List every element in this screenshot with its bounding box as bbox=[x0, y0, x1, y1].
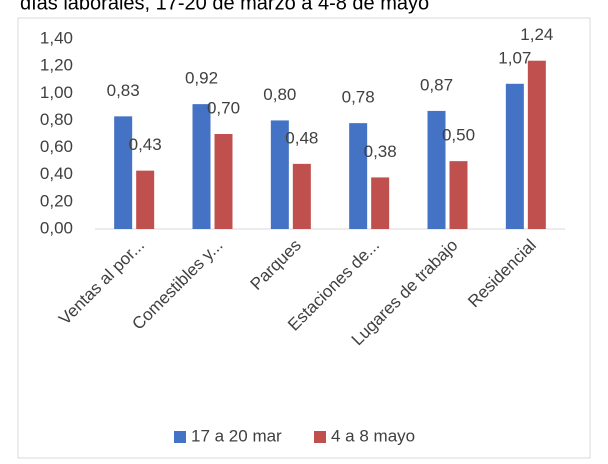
bar bbox=[371, 177, 390, 229]
value-label: 0,87 bbox=[420, 75, 453, 94]
legend-swatch bbox=[174, 431, 186, 443]
bar bbox=[214, 134, 233, 229]
legend-swatch bbox=[314, 431, 326, 443]
bar bbox=[114, 116, 133, 229]
value-label: 1,07 bbox=[498, 48, 531, 67]
y-tick-label: 0,00 bbox=[40, 218, 73, 237]
legend-label: 17 a 20 mar bbox=[191, 426, 282, 445]
y-tick-label: 0,20 bbox=[40, 191, 73, 210]
bar bbox=[449, 161, 468, 229]
bar bbox=[349, 123, 368, 229]
y-tick-label: 0,40 bbox=[40, 164, 73, 183]
value-label: 0,48 bbox=[285, 128, 318, 147]
value-label: 0,50 bbox=[442, 126, 475, 145]
bar bbox=[136, 170, 155, 229]
bar bbox=[527, 60, 546, 229]
bar bbox=[505, 83, 524, 230]
y-tick-label: 1,00 bbox=[40, 83, 73, 102]
y-tick-label: 1,20 bbox=[40, 56, 73, 75]
value-label: 0,80 bbox=[263, 85, 296, 104]
y-tick-label: 1,40 bbox=[40, 28, 73, 47]
value-label: 0,78 bbox=[342, 88, 375, 107]
y-tick-label: 0,80 bbox=[40, 110, 73, 129]
bar bbox=[427, 110, 446, 229]
y-tick-label: 0,60 bbox=[40, 137, 73, 156]
bar bbox=[192, 104, 211, 229]
value-label: 0,83 bbox=[107, 81, 140, 100]
value-label: 1,24 bbox=[520, 25, 553, 44]
chart-frame bbox=[17, 17, 591, 459]
value-label: 0,70 bbox=[207, 98, 240, 117]
value-label: 0,92 bbox=[185, 69, 218, 88]
bar bbox=[292, 163, 311, 229]
chart-title: días laborales, 17-20 de marzo a 4-8 de … bbox=[20, 0, 429, 14]
title-band bbox=[0, 0, 608, 17]
value-label: 0,38 bbox=[364, 142, 397, 161]
legend-label: 4 a 8 mayo bbox=[331, 426, 415, 445]
bar bbox=[270, 120, 289, 229]
value-label: 0,43 bbox=[129, 135, 162, 154]
